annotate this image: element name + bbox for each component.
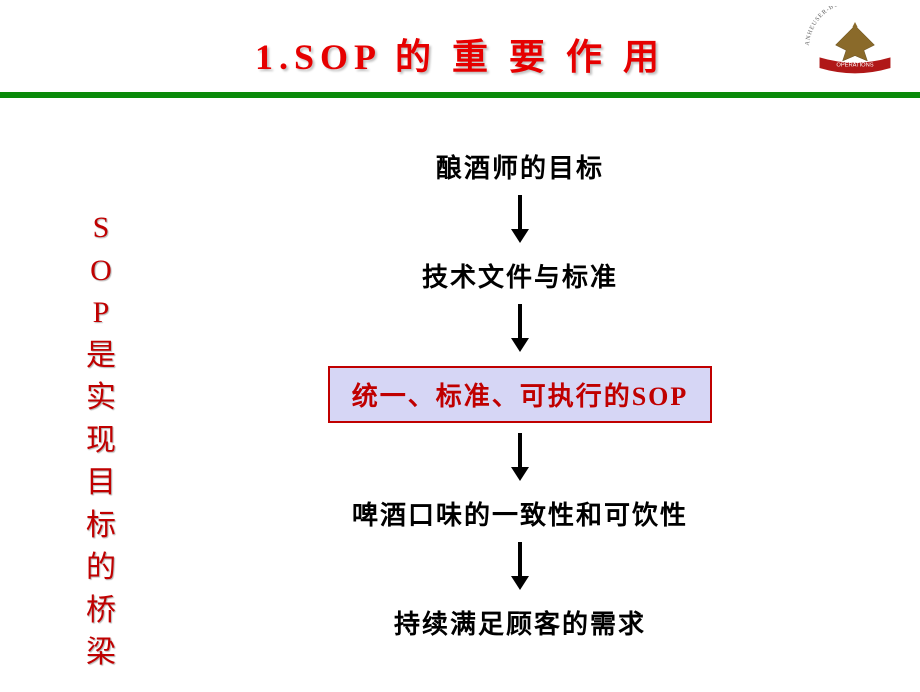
side-caption-char: 标 bbox=[86, 506, 116, 547]
flow-arrow bbox=[509, 304, 531, 352]
flow-arrow bbox=[509, 542, 531, 590]
flow-node: 技术文件与标准 bbox=[422, 257, 618, 294]
side-caption: SOP是实现目标的桥梁 bbox=[86, 208, 116, 674]
content-area: SOP是实现目标的桥梁 酿酒师的目标技术文件与标准统一、标准、可执行的SOP 啤酒… bbox=[0, 98, 920, 692]
side-caption-char: 实 bbox=[86, 378, 116, 419]
side-caption-char: 现 bbox=[86, 421, 116, 462]
flow-arrow bbox=[509, 195, 531, 243]
flow-node: 啤酒口味的一致性和可饮性 bbox=[352, 495, 688, 532]
side-caption-char: P bbox=[93, 293, 110, 334]
brand-logo: ANHEUSER-BUSCH.INC. OPERATIONS bbox=[800, 6, 910, 84]
flow-node-boxed: 统一、标准、可执行的SOP bbox=[328, 366, 713, 423]
flow-node: 持续满足顾客的需求 bbox=[394, 604, 646, 641]
side-caption-char: 梁 bbox=[86, 633, 116, 674]
side-caption-char: 的 bbox=[86, 548, 116, 589]
logo-ribbon-text: OPERATIONS bbox=[836, 62, 873, 68]
side-caption-char: 桥 bbox=[86, 591, 116, 632]
flow-arrow bbox=[509, 433, 531, 481]
side-caption-char: 目 bbox=[86, 463, 116, 504]
side-caption-char: O bbox=[90, 251, 112, 292]
flowchart: 酿酒师的目标技术文件与标准统一、标准、可执行的SOP 啤酒口味的一致性和可饮性持续… bbox=[180, 148, 860, 641]
side-caption-char: 是 bbox=[86, 336, 116, 377]
slide-title-bar: 1.SOP 的 重 要 作 用 bbox=[0, 0, 920, 92]
side-caption-char: S bbox=[93, 208, 110, 249]
flow-node: 酿酒师的目标 bbox=[436, 148, 604, 185]
slide-title: 1.SOP 的 重 要 作 用 bbox=[0, 28, 920, 80]
